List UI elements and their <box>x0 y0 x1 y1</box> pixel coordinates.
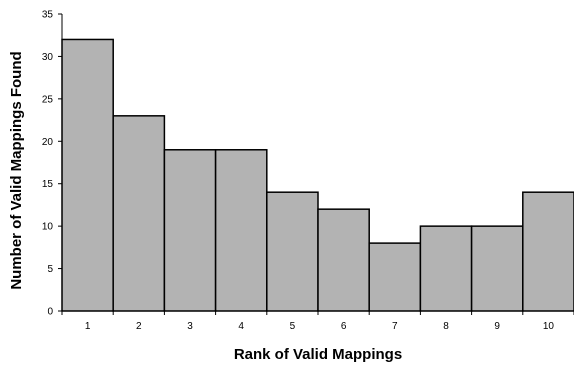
bar-2 <box>112 115 166 312</box>
bar-7 <box>368 242 422 312</box>
bar-6 <box>317 208 370 312</box>
y-tick-label-25: 25 <box>42 94 54 105</box>
x-tick-label-1: 1 <box>85 321 91 332</box>
bar-5 <box>266 191 319 312</box>
y-tick-label-0: 0 <box>47 307 53 318</box>
x-tick-label-8: 8 <box>443 321 449 332</box>
x-tick-label-7: 7 <box>392 321 398 332</box>
x-tick-label-3: 3 <box>187 321 193 332</box>
bar-10 <box>522 191 574 312</box>
bar-4 <box>214 149 268 312</box>
bar-3 <box>163 149 217 312</box>
y-tick-label-30: 30 <box>42 52 54 63</box>
bar-1 <box>61 38 114 312</box>
bar-8 <box>419 225 473 312</box>
x-tick-label-6: 6 <box>341 321 347 332</box>
x-tick-label-4: 4 <box>238 321 244 332</box>
x-tick-label-9: 9 <box>494 321 500 332</box>
x-ticks-group: 1 2 3 4 5 6 7 8 9 10 <box>61 311 574 332</box>
y-axis-title: Number of Valid Mappings Found <box>8 51 25 289</box>
y-tick-label-5: 5 <box>47 264 53 275</box>
x-tick-label-10: 10 <box>543 321 555 332</box>
y-tick-label-20: 20 <box>42 137 54 148</box>
x-tick-label-2: 2 <box>136 321 142 332</box>
y-tick-label-10: 10 <box>42 222 54 233</box>
bars-group <box>61 38 574 312</box>
bar-9 <box>470 225 524 312</box>
y-ticks-group: 0 5 10 15 20 25 30 35 <box>42 10 62 318</box>
y-tick-label-15: 15 <box>42 179 54 190</box>
y-tick-label-35: 35 <box>42 10 54 21</box>
x-tick-label-5: 5 <box>290 321 296 332</box>
x-axis-title: Rank of Valid Mappings <box>234 346 402 363</box>
